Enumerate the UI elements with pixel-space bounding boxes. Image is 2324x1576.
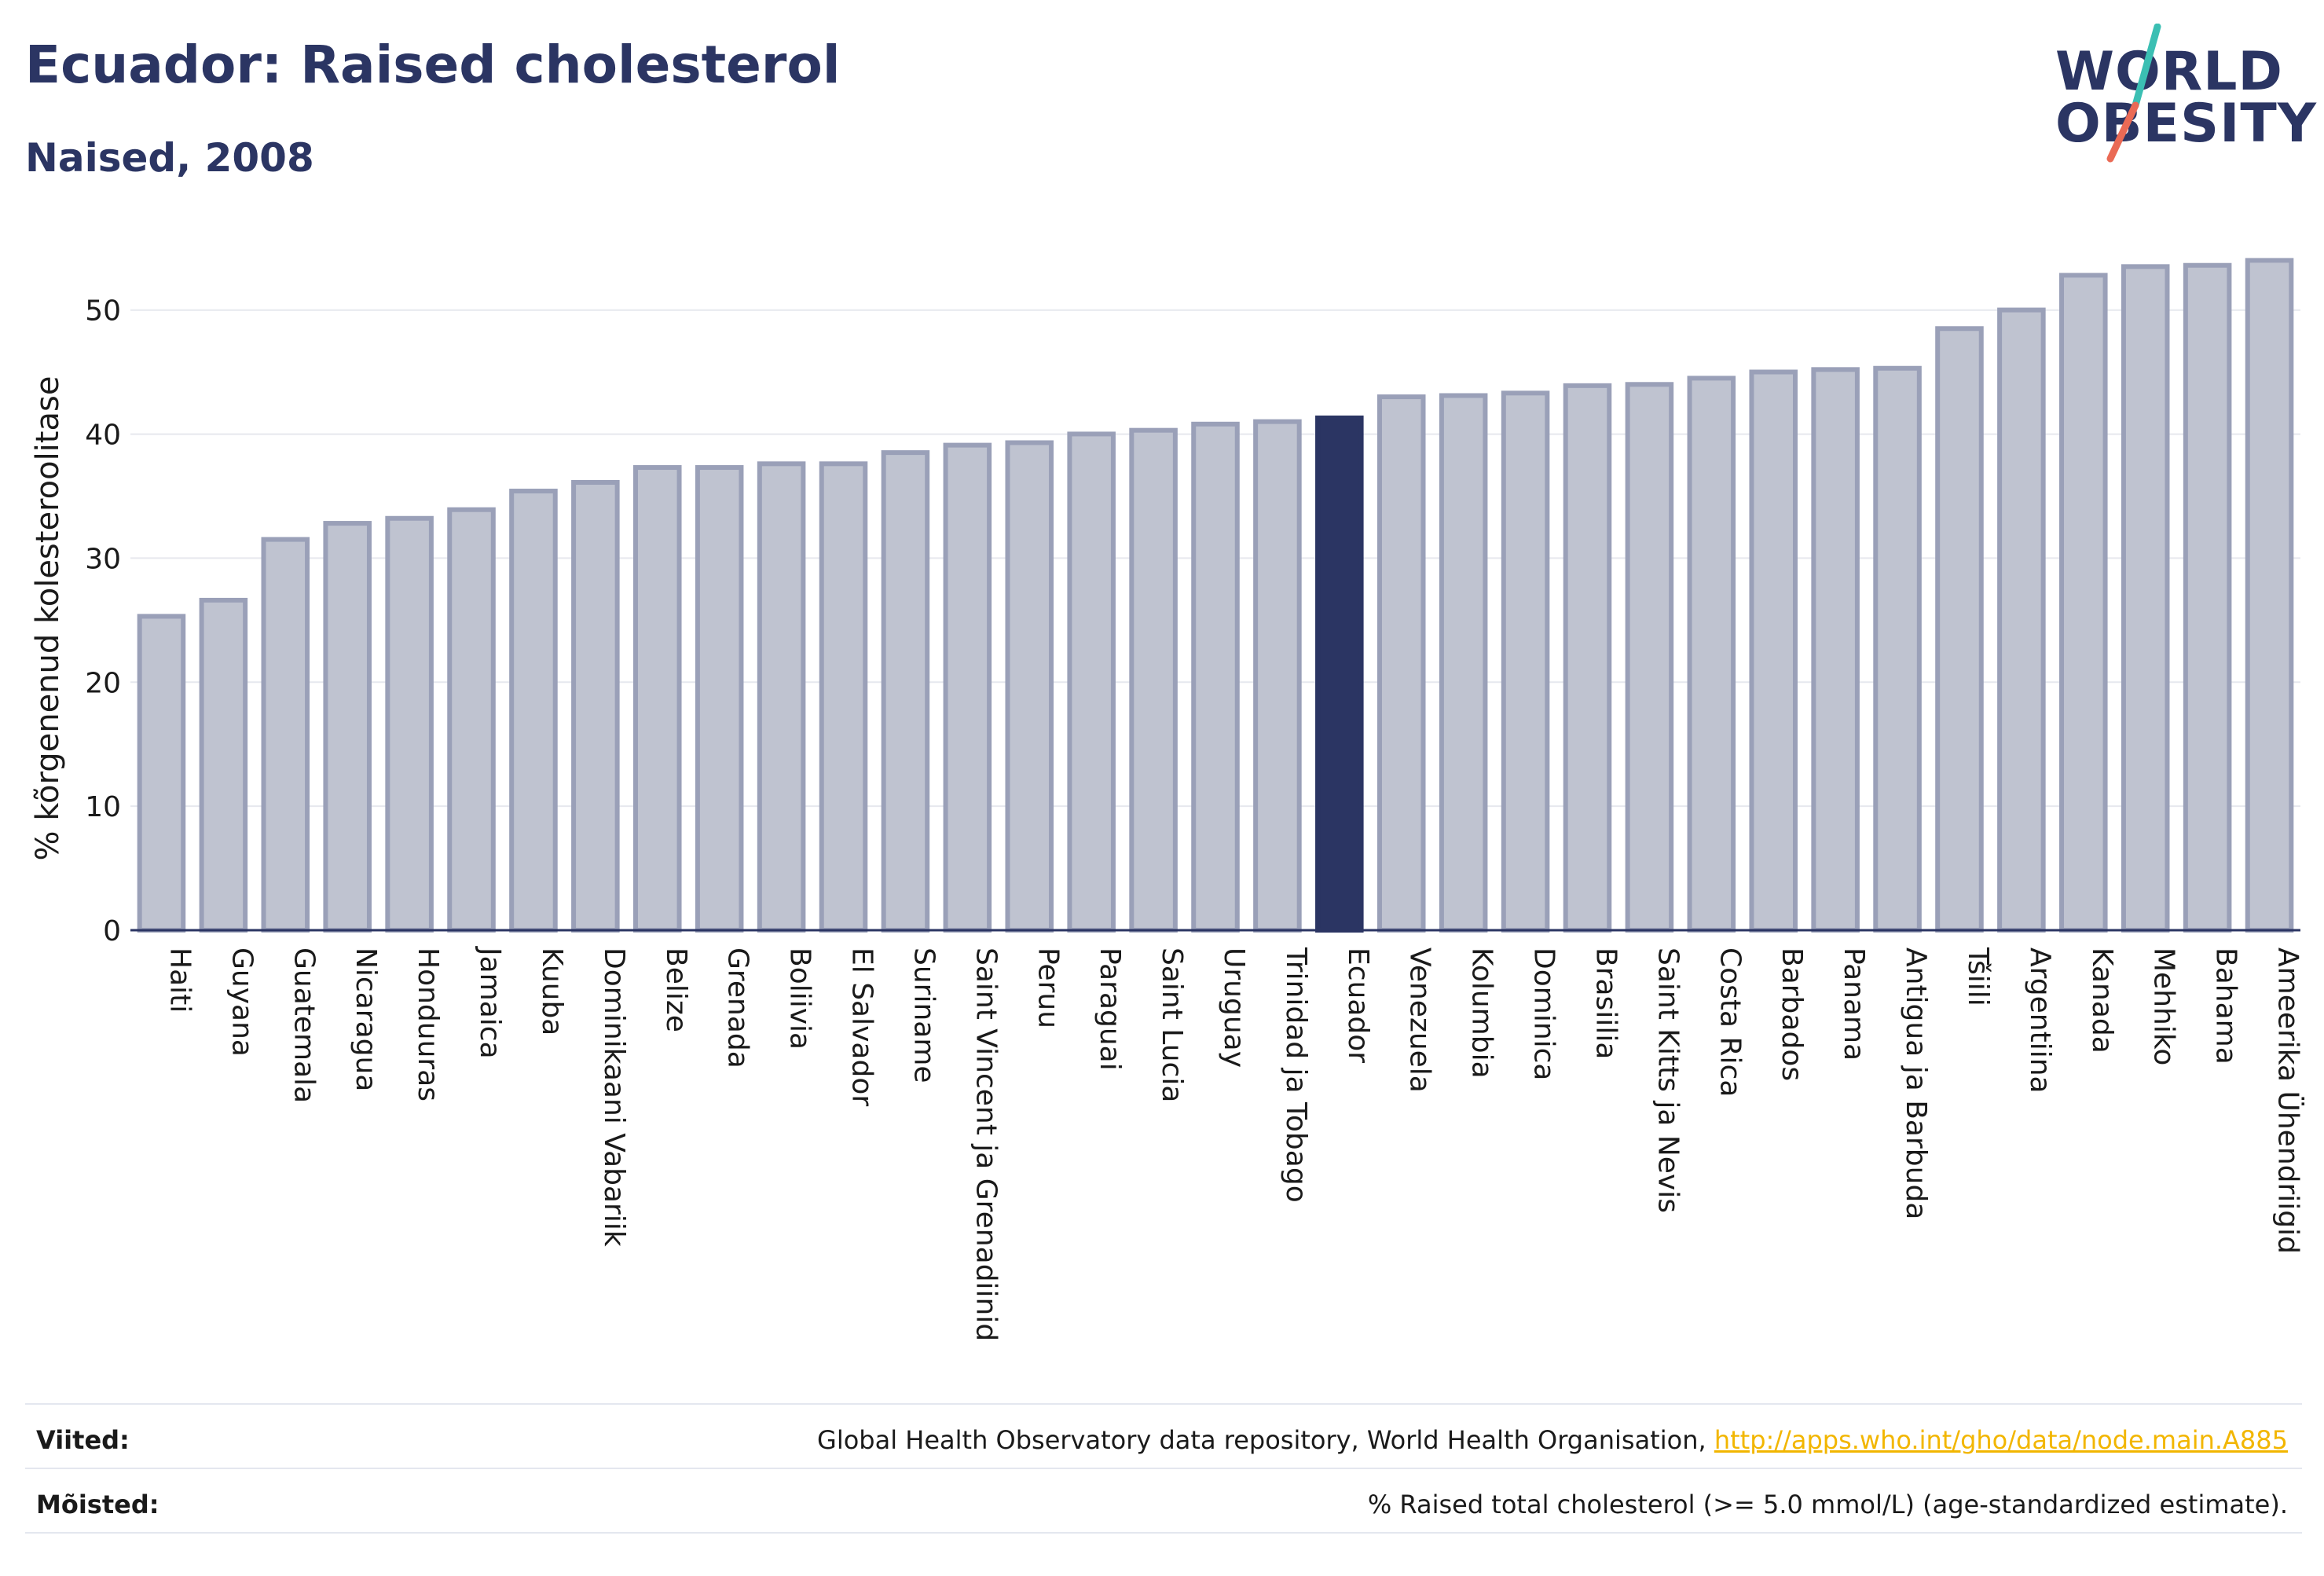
bar-costa-rica — [1687, 376, 1736, 933]
x-tick-label: Dominica — [1528, 947, 1560, 1081]
x-tick-label: Saint Kitts ja Nevis — [1651, 947, 1684, 1213]
y-tick-label: 20 — [85, 667, 121, 699]
bar-bahama — [2183, 262, 2232, 933]
bar-barbados — [1749, 369, 1798, 933]
y-tick-label: 40 — [85, 420, 121, 452]
bar-kolumbia — [1439, 393, 1488, 933]
bar-argentiina — [1997, 307, 2046, 933]
x-tick-label: Paraguai — [1094, 947, 1126, 1071]
footer-divider-top — [25, 1403, 2302, 1405]
bar-jamaica — [447, 507, 496, 933]
y-tick-label: 10 — [85, 791, 121, 823]
x-tick-label: Dominikaani Vabariik — [598, 947, 630, 1247]
x-tick-label: Tšiili — [1962, 947, 1994, 1006]
logo-slash-icon — [2106, 24, 2161, 163]
x-tick-label: Peruu — [1032, 947, 1064, 1028]
bar-ecuador — [1315, 415, 1364, 933]
x-tick-label: Brasiilia — [1589, 947, 1622, 1059]
x-tick-label: Ameerika Ühendriigid — [2272, 947, 2305, 1254]
logo-line-1: WORLD — [2055, 41, 2283, 103]
definitions-label: Mõisted: — [36, 1490, 159, 1519]
bar-grenada — [695, 465, 744, 933]
x-tick-label: Uruguay — [1218, 947, 1250, 1068]
x-tick-label: Saint Lucia — [1156, 947, 1188, 1102]
bar-guyana — [199, 597, 248, 933]
bar-dominica — [1501, 390, 1550, 933]
bar-brasiilia — [1563, 383, 1612, 933]
x-tick-label: Argentiina — [2024, 947, 2056, 1094]
x-tick-label: Kuuba — [536, 947, 568, 1035]
bar-chart: 0 10 20 30 40 50 Haiti Guyana Guatemala Nicaragu… — [30, 258, 2305, 1341]
x-tick-label: Saint Vincent ja Grenadiinid — [970, 947, 1002, 1341]
x-tick-label: El Salvador — [846, 947, 878, 1106]
x-tick-label: Bahama — [2210, 947, 2242, 1065]
bar-haiti — [137, 614, 186, 933]
bars — [137, 258, 2294, 933]
chart-subtitle: Naised, 2008 — [25, 135, 314, 181]
bar-suriname — [881, 450, 930, 933]
x-tick-label: Suriname — [907, 947, 940, 1083]
x-tick-label: Mehhiko — [2148, 947, 2180, 1065]
bar-nicaragua — [323, 521, 372, 933]
x-tick-label: Trinidad ja Tobago — [1280, 947, 1312, 1203]
x-tick-label: Venezuela — [1404, 947, 1436, 1093]
bar-honduuras — [385, 515, 434, 933]
x-tick-label: Ecuador — [1342, 947, 1374, 1063]
x-tick-labels: Haiti Guyana Guatemala Nicaragua Honduuras Ja… — [163, 946, 2304, 1341]
bar-saint-kitts-ja-nevis — [1625, 382, 1674, 933]
bar-ameerika-ühendriigid — [2245, 258, 2294, 933]
bar-guatemala — [261, 537, 310, 933]
x-tick-label: Guatemala — [288, 947, 320, 1103]
bar-tšiili — [1935, 326, 1984, 933]
x-tick-label: Jamaica — [474, 946, 506, 1059]
x-tick-label: Costa Rica — [1714, 947, 1746, 1097]
world-obesity-logo: WORLD OBESITY — [2043, 24, 2316, 165]
bar-saint-lucia — [1129, 427, 1178, 933]
y-tick-label: 50 — [85, 295, 121, 328]
x-tick-label: Kanada — [2086, 947, 2118, 1054]
footer-divider-middle — [25, 1468, 2302, 1469]
x-tick-label: Antigua ja Barbuda — [1900, 947, 1932, 1219]
axes: 0 10 20 30 40 50 — [85, 295, 2300, 947]
sources-text: Global Health Observatory data repositor… — [817, 1425, 2288, 1455]
sources-link[interactable]: http://apps.who.int/gho/data/node.main.A… — [1714, 1425, 2288, 1455]
x-tick-label: Panama — [1838, 947, 1870, 1061]
x-tick-label: Boliivia — [784, 947, 816, 1050]
bar-belize — [632, 465, 682, 933]
y-axis-label: % kõrgenenud kolesteroolitase — [30, 376, 66, 861]
bar-dominikaani-vabariik — [571, 479, 620, 933]
bar-antigua-ja-barbuda — [1873, 365, 1922, 933]
x-tick-label: Honduuras — [412, 947, 444, 1101]
bar-peruu — [1005, 440, 1054, 933]
x-tick-label: Barbados — [1776, 947, 1808, 1081]
footer-divider-bottom — [25, 1532, 2302, 1534]
bar-uruguay — [1191, 421, 1240, 933]
bar-kuuba — [509, 489, 558, 933]
bar-venezuela — [1376, 394, 1426, 933]
y-tick-label: 30 — [85, 543, 121, 575]
bar-kanada — [2059, 273, 2108, 933]
bar-trinidad-ja-tobago — [1253, 419, 1302, 933]
sources-label: Viited: — [36, 1425, 130, 1455]
bar-panama — [1811, 367, 1860, 933]
sources-description: Global Health Observatory data repositor… — [817, 1425, 1706, 1455]
bar-paraguai — [1067, 431, 1116, 933]
x-tick-label: Haiti — [163, 947, 196, 1013]
y-tick-label: 0 — [103, 915, 121, 947]
x-tick-label: Nicaragua — [350, 947, 382, 1091]
bar-saint-vincent-ja-grenadiinid — [943, 442, 992, 933]
bar-el-salvador — [819, 461, 868, 933]
x-tick-label: Grenada — [722, 947, 754, 1068]
chart-title: Ecuador: Raised cholesterol — [25, 35, 841, 95]
x-tick-label: Belize — [660, 947, 692, 1032]
bar-boliivia — [757, 461, 806, 933]
x-tick-label: Guyana — [225, 947, 258, 1057]
bar-mehhiko — [2121, 264, 2170, 933]
logo-line-2: OBESITY — [2055, 93, 2317, 155]
definitions-text: % Raised total cholesterol (>= 5.0 mmol/… — [1367, 1490, 2288, 1519]
x-tick-label: Kolumbia — [1466, 947, 1498, 1079]
